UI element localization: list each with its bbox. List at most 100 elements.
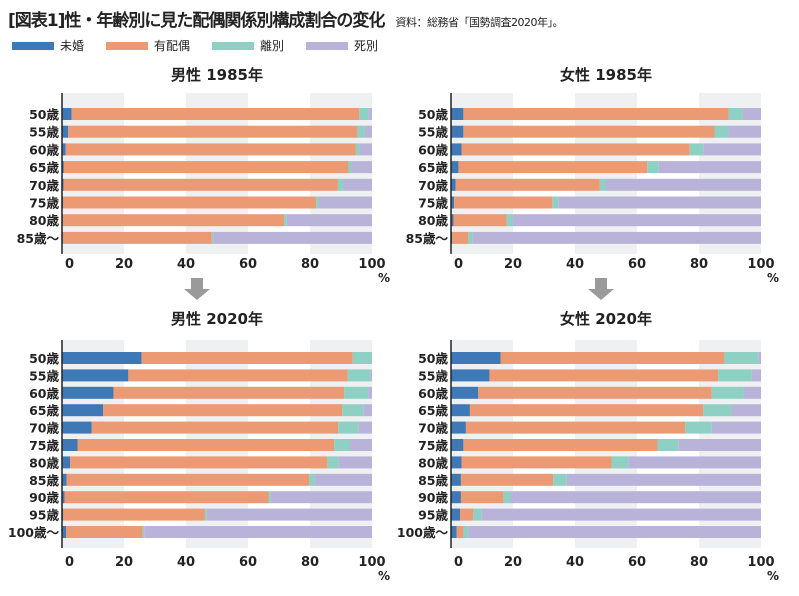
- bar-segment: [553, 473, 567, 486]
- bar-segment: [283, 214, 287, 227]
- bar-segment: [728, 108, 743, 120]
- bar-segment: [558, 196, 761, 209]
- bar-segment: [703, 404, 732, 417]
- bar-segment: [363, 404, 372, 417]
- category-label: 75歳: [418, 438, 448, 453]
- bar-segment: [334, 439, 350, 451]
- bar-segment: [62, 231, 212, 244]
- bar-segment: [270, 491, 372, 504]
- bar-segment: [62, 161, 64, 174]
- bar-segment: [472, 231, 761, 244]
- bar-segment: [62, 456, 71, 469]
- bar-segment: [453, 214, 507, 227]
- bar-segment: [481, 508, 761, 521]
- category-label: 50歳: [29, 351, 59, 366]
- bar-segment: [461, 456, 612, 469]
- bar-segment: [142, 526, 145, 538]
- legend-swatch: [212, 41, 255, 50]
- bar-segment: [451, 386, 479, 399]
- bar-segment: [628, 456, 761, 469]
- bar-segment: [359, 108, 369, 120]
- arrow-down-icon: [184, 278, 210, 300]
- bar-segment: [342, 404, 364, 417]
- bar-segment: [751, 369, 761, 382]
- x-unit-label: %: [767, 569, 779, 583]
- category-label: 50歳: [418, 107, 448, 122]
- source-note: 資料：総務省「国勢調査2020年」。: [395, 16, 563, 29]
- arrow-down-icon: [588, 278, 614, 300]
- bar-segment: [327, 456, 339, 469]
- bar-segment: [62, 214, 284, 227]
- category-label: 75歳: [29, 196, 59, 211]
- category-label: 80歳: [418, 455, 448, 470]
- bar-segment: [465, 421, 686, 434]
- bar-segment: [513, 214, 761, 227]
- bar-segment: [451, 108, 464, 120]
- bar-segment: [489, 369, 719, 382]
- bar-segment: [461, 143, 690, 156]
- x-tick-label: 100: [358, 555, 385, 570]
- bar-segment: [352, 352, 372, 364]
- bar-segment: [338, 456, 372, 469]
- bar-segment: [451, 161, 459, 174]
- category-label: 65歳: [418, 160, 448, 175]
- bar-segment: [62, 108, 72, 120]
- chart-panel-3: 女性 2020年 50歳 55歳 60歳 65歳 70歳 75歳 80歳 85歳 90歳 95歳 10…: [397, 310, 779, 583]
- category-label: 85歳: [418, 473, 448, 488]
- bar-segment: [349, 439, 372, 451]
- bar-segment: [451, 369, 490, 382]
- bar-segment: [318, 196, 372, 209]
- bar-segment: [348, 161, 352, 174]
- bar-segment: [128, 369, 348, 382]
- chart-title: 男性 2020年: [171, 310, 263, 328]
- bar-segment: [451, 491, 461, 504]
- bar-segment: [566, 473, 761, 486]
- legend-swatch: [306, 41, 349, 50]
- category-label: 80歳: [29, 455, 59, 470]
- chart-panel-2: 男性 2020年 50歳 55歳 60歳 65歳 70歳 75歳 80歳 85歳 90歳 95歳 10…: [8, 310, 390, 583]
- bar-segment: [103, 404, 343, 417]
- x-tick-label: 80: [301, 555, 319, 570]
- category-label: 60歳: [29, 386, 59, 401]
- bar-segment: [66, 526, 143, 538]
- category-label: 70歳: [418, 178, 448, 193]
- bar-segment: [711, 421, 761, 434]
- bar-segment: [347, 369, 371, 382]
- bar-segment: [455, 178, 600, 191]
- bar-segment: [552, 196, 559, 209]
- category-label: 100歳〜: [8, 525, 60, 540]
- category-label: 65歳: [29, 160, 59, 175]
- category-label: 55歳: [418, 368, 448, 383]
- category-label: 70歳: [418, 421, 448, 436]
- bar-segment: [368, 386, 372, 399]
- x-tick-label: 20: [115, 555, 133, 570]
- category-label: 50歳: [418, 351, 448, 366]
- x-tick-label: 0: [454, 257, 463, 272]
- x-unit-label: %: [767, 271, 779, 285]
- bar-segment: [451, 352, 501, 364]
- category-label: 60歳: [418, 386, 448, 401]
- x-tick-label: 100: [358, 257, 385, 272]
- bar-segment: [63, 508, 205, 521]
- bar-segment: [359, 143, 372, 156]
- legend-item-widowed: 死別: [306, 37, 378, 54]
- bar-segment: [62, 125, 69, 138]
- category-label: 60歳: [418, 142, 448, 157]
- category-label: 60歳: [29, 142, 59, 157]
- x-unit-label: %: [378, 271, 390, 285]
- bar-segment: [71, 108, 360, 120]
- bar-segment: [62, 439, 78, 451]
- x-tick-label: 40: [177, 555, 195, 570]
- x-tick-label: 80: [690, 555, 708, 570]
- category-label: 55歳: [29, 368, 59, 383]
- bar-segment: [711, 386, 744, 399]
- category-label: 55歳: [29, 125, 59, 140]
- bar-segment: [62, 526, 67, 538]
- legend-label: 離別: [260, 39, 285, 53]
- bar-segment: [357, 125, 365, 138]
- x-tick-label: 20: [115, 257, 133, 272]
- bar-segment: [113, 386, 345, 399]
- chart-title: 女性 1985年: [560, 66, 652, 84]
- legend-swatch: [106, 41, 149, 50]
- bar-segment: [469, 404, 704, 417]
